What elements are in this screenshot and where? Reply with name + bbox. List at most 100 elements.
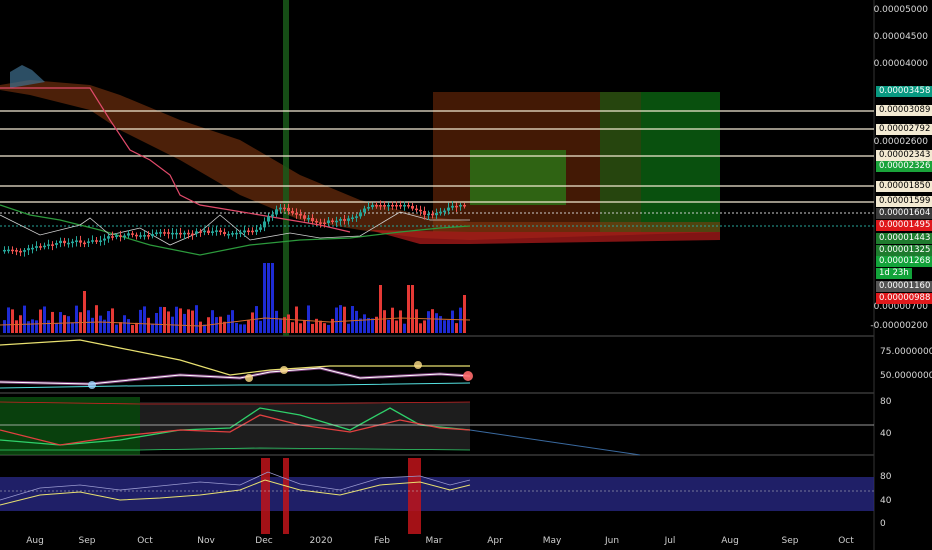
volume-bar	[95, 305, 98, 333]
candle-body	[343, 219, 346, 221]
candle-body	[247, 230, 250, 233]
price-tag: 0.00002343	[876, 150, 932, 161]
candle-body	[31, 247, 34, 250]
candle-body	[439, 211, 442, 214]
candle-body	[455, 205, 458, 208]
volume-bar	[275, 310, 278, 333]
rsi-upper	[0, 339, 470, 376]
lagging-line	[0, 204, 471, 256]
volume-bar	[303, 320, 306, 333]
volume-bar	[91, 317, 94, 333]
time-axis-label: Aug	[26, 536, 44, 546]
volume-bar	[195, 305, 198, 333]
time-axis-label: Jun	[604, 536, 620, 546]
candle-body	[451, 205, 454, 208]
candle-body	[215, 230, 218, 232]
volume-bar	[379, 285, 382, 333]
osc-axis-label: 40	[880, 429, 892, 439]
volume-bar	[307, 305, 310, 333]
volume-bar	[83, 291, 86, 333]
price-axis-label: 0.00004500	[873, 32, 928, 42]
candle-body	[231, 233, 234, 235]
candle-body	[359, 212, 362, 217]
candle-body	[159, 232, 162, 234]
price-tag: 0.00003458	[876, 86, 932, 97]
price-tag: 0.00001850	[876, 181, 932, 192]
volume-bar	[459, 307, 462, 333]
candle-body	[11, 249, 14, 252]
volume-bar	[407, 285, 410, 333]
conversion-line	[0, 211, 470, 246]
volume-bar	[183, 313, 186, 333]
candle-body	[399, 205, 402, 207]
candle-body	[323, 222, 326, 225]
candle-body	[199, 231, 202, 233]
volume-bar	[191, 310, 194, 333]
cloud-blue-patch	[10, 65, 45, 88]
volume-bar	[463, 295, 466, 333]
candle-body	[311, 217, 314, 222]
candle-body	[427, 213, 430, 216]
volume-bar	[35, 320, 38, 333]
volume-bar	[387, 319, 390, 333]
price-tag: 0.00001268	[876, 256, 932, 267]
volume-bar	[359, 318, 362, 333]
price-axis-label: 0.00004000	[873, 59, 928, 69]
volume-bar	[151, 323, 154, 333]
volume-bar	[327, 324, 330, 333]
time-axis-label: Apr	[487, 536, 503, 546]
volume-bar	[335, 307, 338, 333]
volume-bar	[431, 309, 434, 333]
candle-body	[379, 205, 382, 207]
volume-bar	[263, 263, 266, 333]
candle-body	[171, 232, 174, 235]
candle-body	[191, 233, 194, 236]
volume-bar	[375, 316, 378, 333]
volume-bar	[219, 316, 222, 333]
volume-bar	[455, 323, 458, 333]
price-tag: 0.00001604	[876, 208, 932, 219]
candle-body	[91, 240, 94, 242]
candle-body	[291, 211, 294, 214]
volume-bar	[11, 309, 14, 333]
candle-body	[303, 215, 306, 219]
volume-bar	[115, 324, 118, 333]
volume-bar	[59, 312, 62, 333]
time-axis-label: Nov	[197, 536, 215, 546]
volume-bar	[127, 319, 130, 333]
price-tag: 1d 23h	[876, 268, 912, 279]
volume-bar	[187, 309, 190, 333]
time-axis-label: Aug	[721, 536, 739, 546]
volume-bar	[135, 322, 138, 333]
volume-bar	[39, 309, 42, 333]
price-tag: 0.00001160	[876, 281, 932, 292]
volume-bar	[447, 320, 450, 333]
time-axis-label: Feb	[374, 536, 390, 546]
candle-body	[63, 240, 66, 244]
volume-bar	[347, 323, 350, 333]
volume-bar	[319, 320, 322, 333]
candle-body	[419, 209, 422, 212]
price-tag: 0.00001599	[876, 196, 932, 207]
candle-body	[227, 233, 230, 236]
volume-bar	[443, 320, 446, 333]
volume-bar	[27, 321, 30, 333]
volume-bar	[227, 314, 230, 333]
stoch-axis-label: 40	[880, 496, 892, 506]
volume-bar	[147, 317, 150, 333]
candle-body	[103, 238, 106, 241]
volume-bar	[23, 305, 26, 333]
volume-bar	[419, 323, 422, 333]
volume-bar	[259, 320, 262, 333]
price-tag: 0.00003089	[876, 105, 932, 116]
candle-body	[443, 210, 446, 213]
candle-body	[407, 205, 410, 207]
candle-body	[19, 250, 22, 253]
candle-body	[391, 205, 394, 207]
volume-bar	[203, 324, 206, 333]
stoch-signal	[283, 458, 289, 534]
candle-body	[415, 208, 418, 211]
candle-body	[27, 248, 30, 251]
volume-bar	[247, 320, 250, 333]
